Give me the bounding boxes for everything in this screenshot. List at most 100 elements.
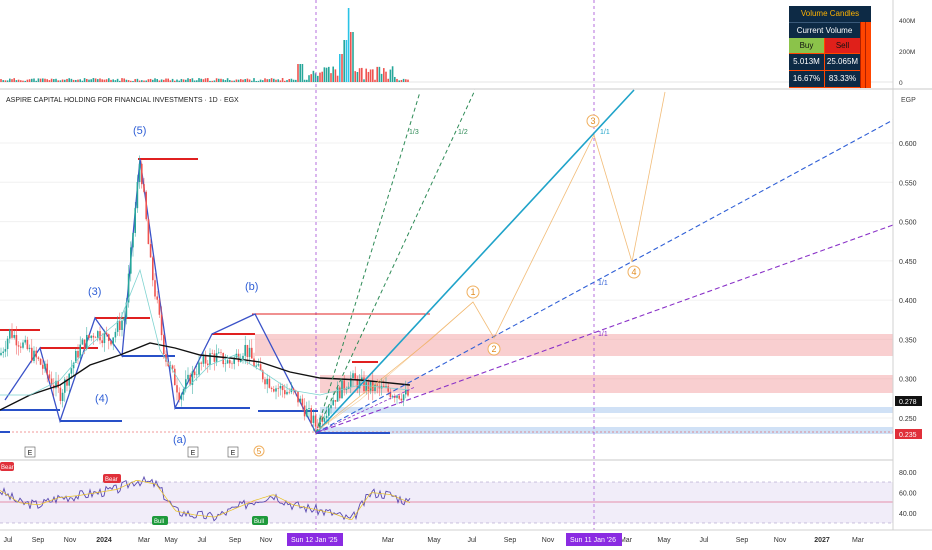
- volume-bar: [270, 78, 273, 82]
- volume-bar: [277, 79, 279, 82]
- volume-bar: [17, 79, 20, 82]
- candle: [356, 375, 359, 394]
- volume-bar: [402, 78, 405, 82]
- candle: [79, 336, 81, 360]
- candle: [152, 255, 154, 287]
- volume-bar: [123, 78, 125, 82]
- volume-bar: [235, 79, 238, 82]
- volume-bar: [108, 78, 110, 82]
- candle: [354, 366, 356, 379]
- volume-bar: [339, 54, 341, 82]
- price-scale[interactable]: 0.600 0.550 0.500 0.450 0.400 0.350 0.300 0.250…: [892, 0, 922, 530]
- candle: [143, 177, 145, 194]
- volume-bar: [70, 78, 73, 82]
- volume-bar: [209, 80, 211, 82]
- fan-label-one-half: 1/2: [458, 129, 468, 136]
- candle: [75, 348, 77, 364]
- volume-bar: [79, 79, 81, 82]
- volume-bar: [13, 78, 15, 82]
- time-axis[interactable]: Jul Sep Nov 2024 Mar May Jul Sep Nov Mar May Jul Sep…: [0, 529, 932, 546]
- candle: [114, 328, 117, 343]
- fan-label-one-one-purple: 1/1: [598, 331, 608, 338]
- candle: [352, 370, 354, 387]
- time-label-16: Jul: [700, 537, 709, 544]
- candle: [233, 355, 235, 370]
- volume-bar: [46, 79, 48, 82]
- candle: [48, 370, 51, 382]
- candle: [174, 365, 176, 386]
- volume-bar: [204, 78, 207, 82]
- event-marker-e1: E: [28, 450, 33, 457]
- volume-bar: [242, 79, 244, 82]
- volume-bar: [211, 80, 213, 82]
- candle: [273, 385, 275, 393]
- candle: [237, 349, 240, 367]
- volume-bar: [4, 80, 7, 82]
- volume-bar: [257, 80, 260, 82]
- candle: [402, 393, 405, 407]
- candle: [398, 394, 400, 401]
- volume-bar: [273, 78, 275, 82]
- volume-bar: [400, 79, 403, 82]
- rsi-bull-badge-1: Bull: [154, 519, 164, 525]
- volume-bar: [237, 79, 240, 82]
- time-label-10: May: [427, 537, 441, 544]
- widget-buy-volume: 5.013M: [789, 54, 824, 70]
- candle: [86, 327, 88, 351]
- price-pane: (5) (3) (4) (b) (a) 1 2 3 4 5 1/3 1/2 1/…: [0, 0, 894, 530]
- time-label-18: Nov: [774, 537, 787, 544]
- volume-bar: [398, 80, 400, 82]
- volume-bar: [389, 69, 392, 82]
- candle: [253, 352, 255, 368]
- price-tick-3: 0.450: [899, 259, 917, 266]
- candle: [9, 328, 11, 344]
- volume-bar: [182, 79, 185, 82]
- volume-bar: [308, 75, 310, 82]
- volume-bar: [83, 78, 86, 82]
- volume-bar: [292, 79, 295, 82]
- candle: [125, 297, 128, 325]
- candle: [251, 339, 253, 359]
- price-tick-5: 0.350: [899, 337, 917, 344]
- volume-bar: [286, 80, 288, 82]
- volume-bar: [321, 71, 323, 82]
- volume-bar: [171, 78, 174, 82]
- volume-bar: [244, 79, 246, 82]
- volume-bar: [92, 78, 95, 82]
- candle: [299, 395, 301, 403]
- volume-bar: [48, 80, 51, 82]
- wave-projection: [317, 91, 666, 431]
- time-label-9: Mar: [382, 537, 395, 544]
- volume-bar: [22, 80, 24, 82]
- volume-bar: [202, 79, 205, 82]
- widget-sell-pct: 83.33%: [825, 71, 860, 87]
- volume-bar: [88, 79, 90, 82]
- candle: [11, 323, 13, 340]
- candle: [22, 339, 24, 350]
- candle: [213, 349, 216, 371]
- candle: [97, 330, 99, 342]
- widget-title: Volume Candles: [789, 6, 871, 22]
- volume-bar: [81, 80, 84, 82]
- candle: [339, 385, 341, 402]
- volume-bar: [66, 78, 68, 82]
- cursor-date-2: Sun 11 Jan '26: [570, 537, 616, 544]
- volume-bar: [328, 66, 330, 82]
- time-label-14: Mar: [620, 537, 633, 544]
- candle: [229, 358, 231, 369]
- candle: [26, 336, 29, 351]
- rsi-bear-badge-2: Bear: [105, 477, 118, 483]
- volume-bar: [264, 78, 266, 82]
- volume-bar: [356, 71, 359, 82]
- volume-bar: [53, 79, 55, 82]
- time-label-1: Sep: [32, 537, 45, 544]
- candle: [312, 409, 315, 432]
- volume-bar: [134, 79, 136, 82]
- candle: [61, 389, 64, 408]
- candle: [270, 386, 273, 393]
- volume-bar: [213, 80, 216, 82]
- projection-2-label: 2: [491, 344, 496, 354]
- candle: [2, 347, 4, 358]
- volume-bar: [196, 80, 198, 82]
